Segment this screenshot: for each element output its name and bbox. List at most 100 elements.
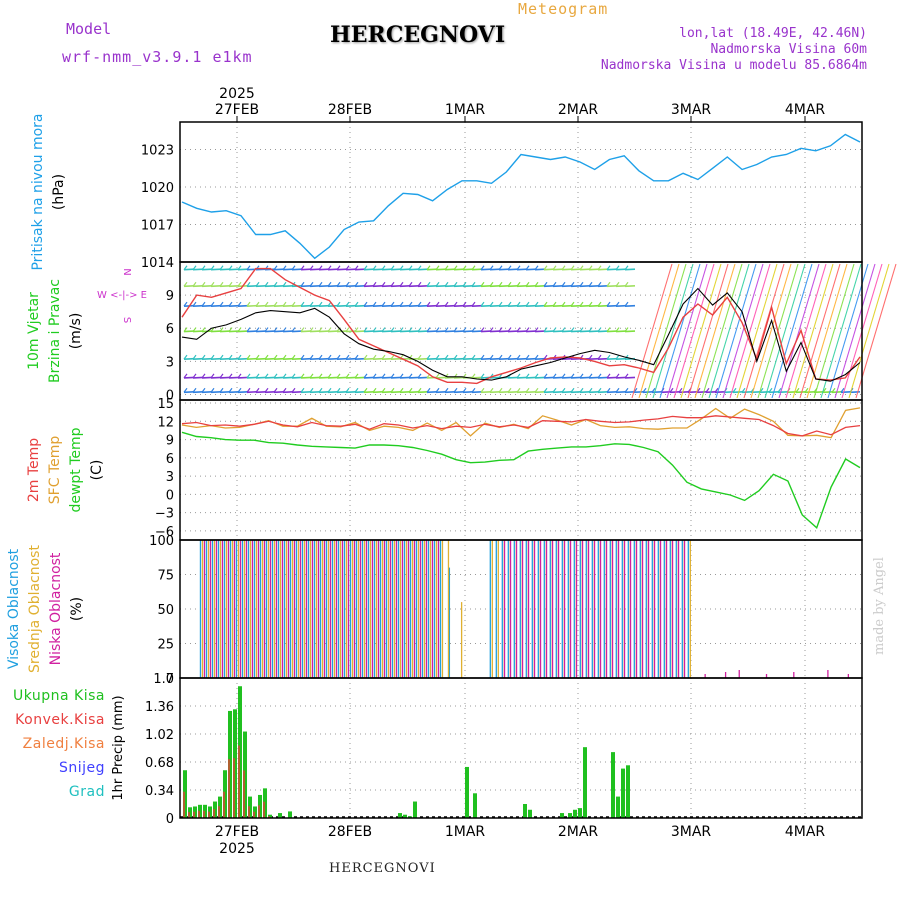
- wind-barb: [552, 376, 564, 379]
- speed-line: [181, 287, 861, 382]
- wind-barb-tip: [399, 281, 404, 287]
- wind-barb-tip: [597, 281, 602, 287]
- wind-barb-tip: [201, 387, 206, 393]
- cloud-ytick: 0: [166, 672, 174, 687]
- wind-barb: [462, 284, 474, 288]
- wind-barb-tip: [570, 265, 575, 271]
- wind-barb: [381, 284, 393, 288]
- wind-barb-tip: [714, 387, 719, 393]
- wind-barb-tip: [390, 265, 395, 271]
- wind-barb: [561, 376, 573, 379]
- wind-barb: [525, 357, 537, 360]
- wind-barb-tip: [498, 301, 503, 307]
- wind-barb: [561, 268, 573, 271]
- wind-barb-tip: [255, 327, 260, 332]
- wind-barb-tip: [579, 281, 584, 287]
- wind-barb-tip: [507, 387, 512, 393]
- wind-barb-tip: [237, 281, 242, 287]
- wind-barb: [354, 357, 366, 360]
- wind-barb-tip: [588, 281, 593, 287]
- wind-barb: [435, 376, 447, 379]
- wind-barb-tip: [210, 301, 215, 307]
- wind-barb: [606, 357, 618, 360]
- wind-barb: [264, 268, 276, 271]
- wind-barb: [273, 357, 285, 360]
- wind-barb: [534, 357, 546, 360]
- wind-barb: [570, 376, 582, 379]
- model-elevation: Nadmorska Visina u modelu 85.6864m: [600, 58, 867, 73]
- wind-barb: [435, 284, 447, 288]
- wind-barb-tip: [201, 281, 206, 287]
- wind-barb-tip: [363, 301, 368, 307]
- wind-barb: [327, 284, 339, 288]
- wind-barb-tip: [606, 327, 611, 332]
- precip-bar: [523, 804, 527, 818]
- wind-barb-tip: [561, 301, 566, 307]
- wind-barb: [462, 330, 474, 333]
- wind-barb: [516, 268, 528, 271]
- wind-barb: [228, 357, 240, 360]
- wind-barb: [381, 268, 393, 271]
- wind-hatch: [736, 263, 778, 399]
- bottom-date-label: 27FEB: [215, 824, 259, 840]
- wind-barb-tip: [318, 387, 323, 393]
- wind-barb-tip: [345, 373, 350, 379]
- wind-barb-tip: [561, 387, 566, 393]
- wind-barb: [318, 390, 330, 394]
- wind-barb: [822, 390, 834, 394]
- wind-barb-tip: [336, 373, 341, 379]
- wind-barb-tip: [417, 301, 422, 307]
- wind-barb-tip: [561, 373, 566, 379]
- wind-barb-tip: [624, 301, 629, 307]
- wind-barb-tip: [579, 327, 584, 332]
- wind-barb-tip: [345, 387, 350, 393]
- wind-barb-tip: [507, 327, 512, 332]
- wind-barb-tip: [444, 265, 449, 271]
- wind-barb-tip: [282, 387, 287, 393]
- wind-barb: [408, 376, 420, 379]
- wind-barb-tip: [417, 265, 422, 271]
- precip-convective-bar: [268, 816, 270, 818]
- wind-barb: [219, 304, 231, 307]
- wind-barb: [489, 357, 501, 360]
- wind-barb-tip: [345, 327, 350, 332]
- wind-barb-tip: [372, 373, 377, 379]
- wind-barb: [399, 376, 411, 379]
- wind-barb-tip: [183, 373, 188, 379]
- temp-ytick: −3: [155, 507, 174, 522]
- wind-barb: [588, 268, 600, 271]
- wind-barb: [291, 268, 303, 271]
- wind-barb-tip: [201, 265, 206, 271]
- pressure-ytick: 1020: [141, 181, 174, 196]
- wind-barb-tip: [291, 265, 296, 271]
- precip-ytick: 0.68: [145, 756, 174, 771]
- wind-barb-tip: [336, 301, 341, 307]
- wind-barb: [381, 330, 393, 333]
- wind-hatch: [771, 263, 813, 399]
- wind-barb: [471, 330, 483, 333]
- wind-barb-tip: [336, 354, 341, 360]
- wind-hatch: [750, 263, 792, 399]
- wind-barb-tip: [192, 327, 197, 332]
- wind-barb-tip: [309, 387, 314, 393]
- wind-barb: [507, 268, 519, 271]
- cloud-ytick: 50: [157, 603, 174, 618]
- wind-barb-tip: [219, 281, 224, 287]
- wind-barb-tip: [831, 387, 836, 393]
- panel-frame: [179, 677, 863, 819]
- wind-barb: [462, 390, 474, 394]
- wind-barb: [381, 304, 393, 307]
- wind-barb-tip: [282, 327, 287, 332]
- wind-barb-tip: [255, 387, 260, 393]
- wind-barb: [318, 268, 330, 271]
- wind-barb-tip: [246, 354, 251, 360]
- wind-barb: [192, 330, 204, 333]
- wind-barb-tip: [273, 281, 278, 287]
- wind-barb-tip: [381, 265, 386, 271]
- wind-barb-tip: [444, 327, 449, 332]
- wind-barb: [543, 330, 555, 333]
- wind-barb: [426, 268, 438, 271]
- wind-barb-tip: [210, 354, 215, 360]
- wind-barb: [210, 304, 222, 307]
- precip-bar: [626, 765, 630, 818]
